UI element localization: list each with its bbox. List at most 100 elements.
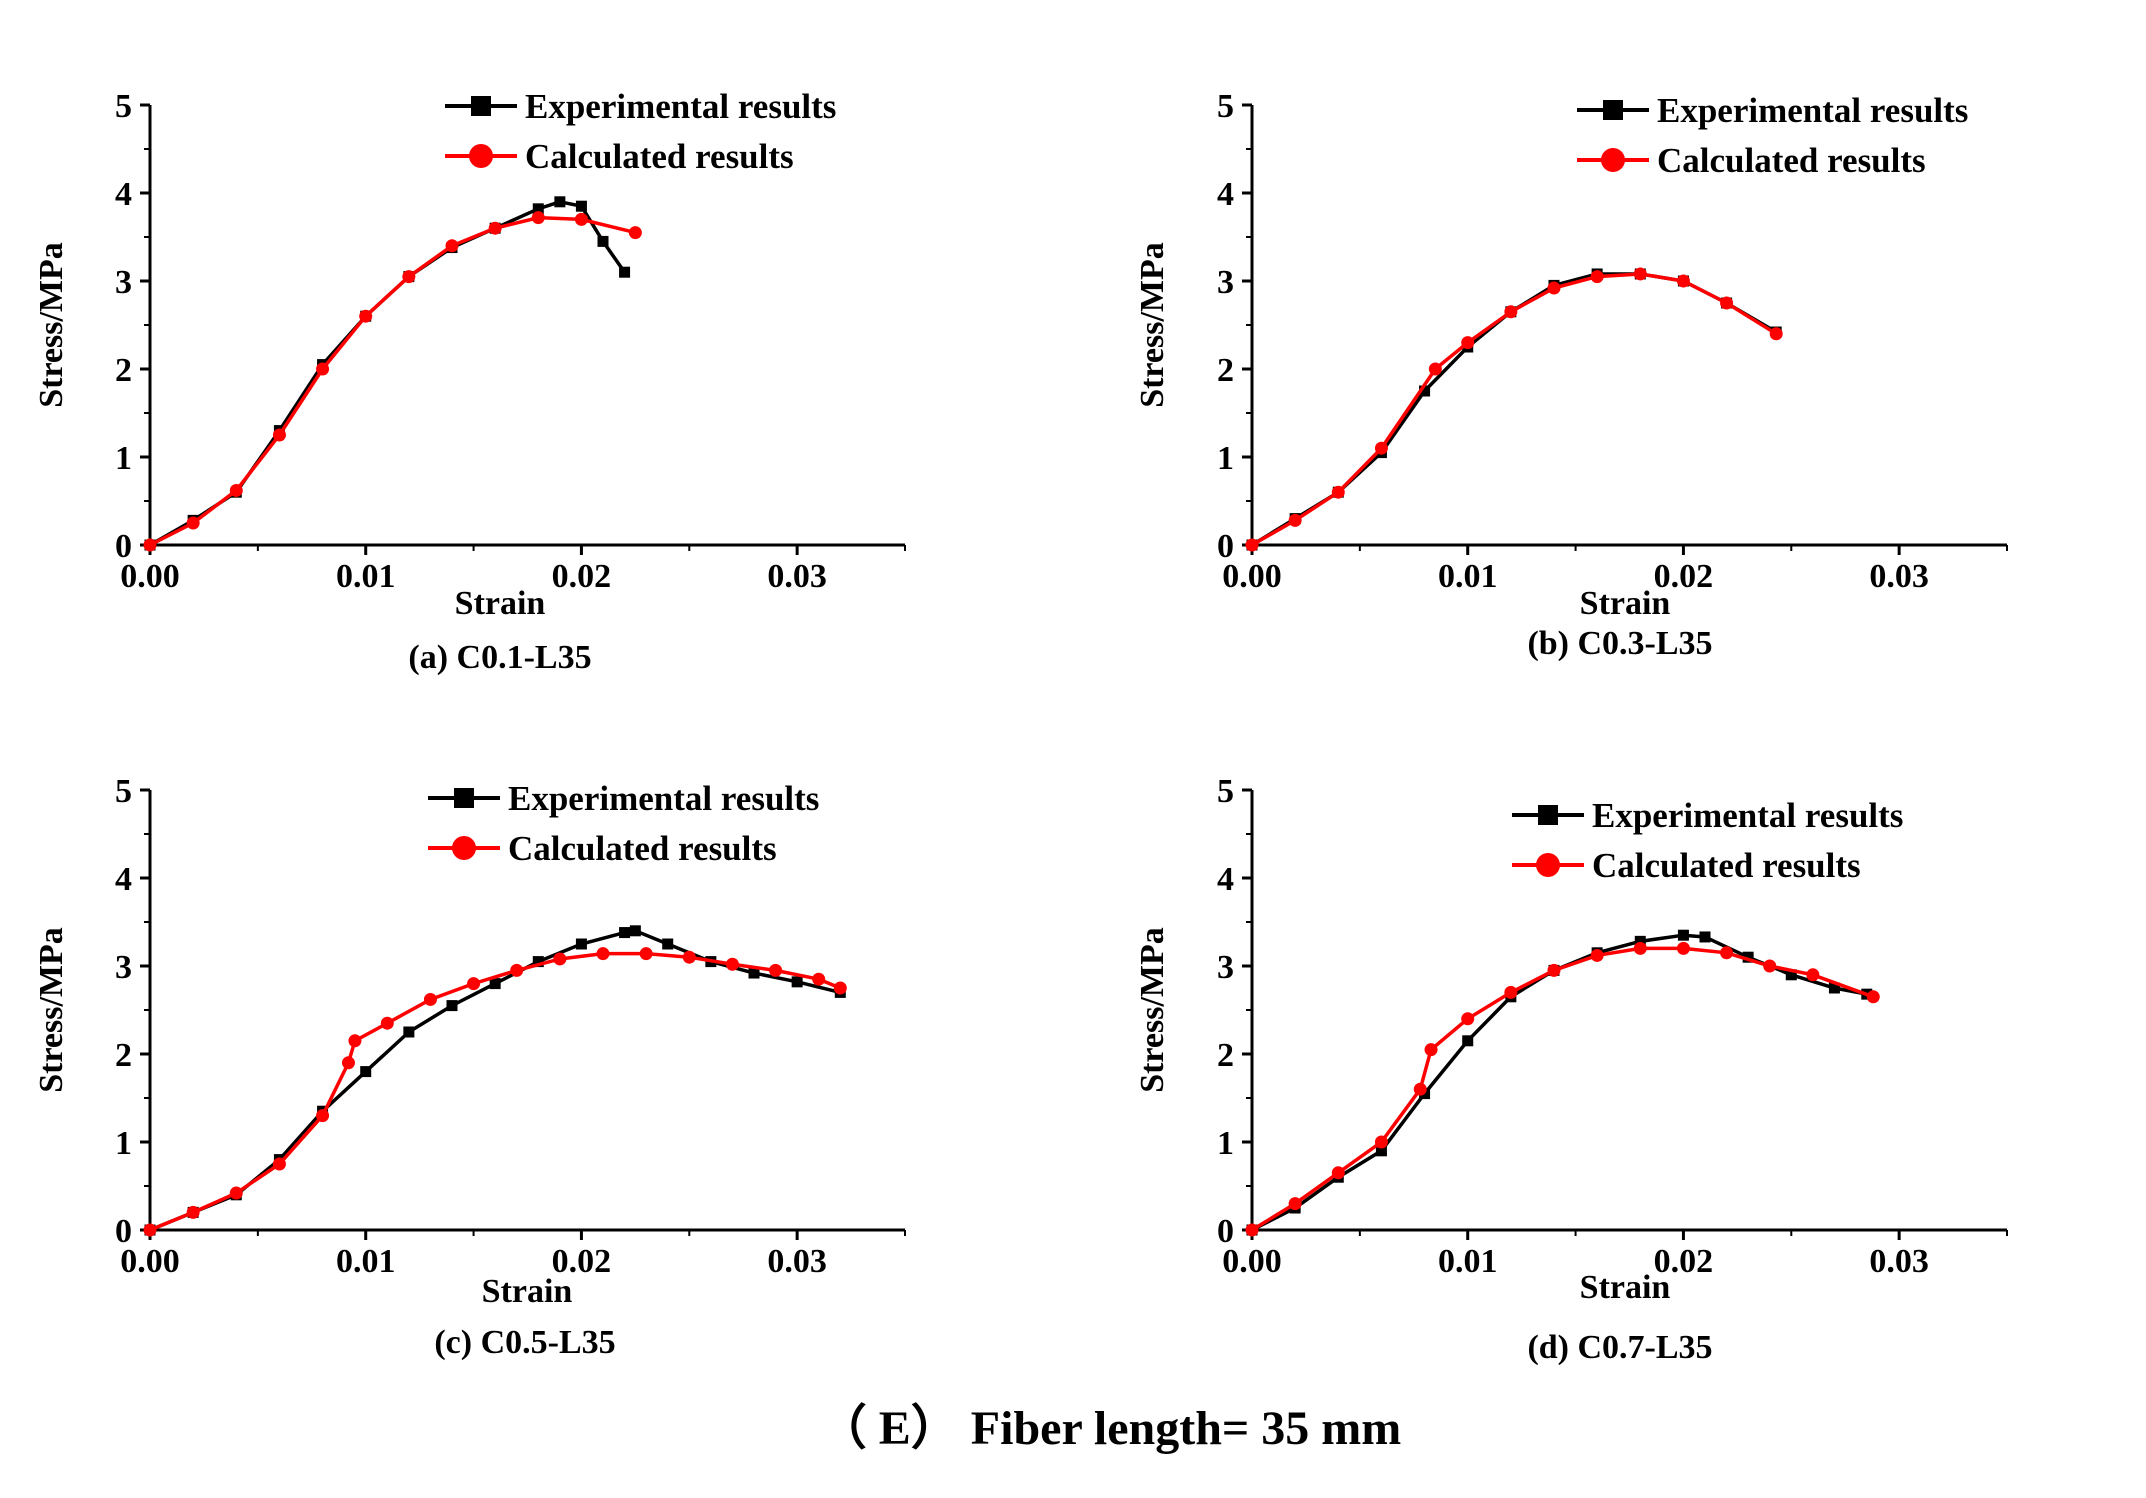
- calculated-point: [341, 1056, 355, 1070]
- x-tick-label: 0.02: [1654, 1243, 1714, 1280]
- calculated-point: [1245, 1223, 1259, 1237]
- calculated-point: [1461, 336, 1475, 350]
- y-axis-title: Stress/MPa: [33, 242, 70, 408]
- y-tick-label: 0: [1217, 1213, 1234, 1250]
- y-tick-label: 0: [1217, 528, 1234, 565]
- x-axis-title: Strain: [482, 1273, 573, 1310]
- experimental-point: [1742, 951, 1754, 963]
- y-tick-label: 3: [115, 264, 132, 301]
- experimental-point: [791, 976, 803, 988]
- calculated-point: [596, 947, 610, 961]
- experimental-point: [1785, 969, 1797, 981]
- legend: Experimental results Calculated results: [428, 779, 819, 868]
- calculated-point: [402, 270, 416, 284]
- calculated-point: [445, 239, 459, 253]
- calculated-point: [812, 972, 826, 986]
- calculated-point: [639, 947, 653, 961]
- experimental-point: [554, 196, 566, 208]
- calculated-point: [272, 1157, 286, 1171]
- calculated-point: [1288, 513, 1302, 527]
- y-tick-label: 1: [1217, 440, 1234, 477]
- calculated-point: [1547, 963, 1561, 977]
- experimental-point: [1375, 1145, 1387, 1157]
- experimental-point: [575, 938, 587, 950]
- calculated-point: [1424, 1043, 1438, 1057]
- y-tick-label: 1: [115, 440, 132, 477]
- calculated-point: [510, 963, 524, 977]
- y-tick-label: 4: [1217, 861, 1234, 898]
- x-axis-title: Strain: [1580, 585, 1671, 622]
- calculated-legend-label: Calculated results: [1592, 846, 1861, 885]
- calculated-point: [1763, 959, 1777, 973]
- calculated-point: [467, 977, 481, 991]
- x-tick-label: 0.01: [1438, 558, 1498, 595]
- calculated-legend-marker: [1601, 148, 1625, 172]
- y-tick-label: 3: [1217, 949, 1234, 986]
- calculated-point: [272, 428, 286, 442]
- calculated-point: [316, 1109, 330, 1123]
- experimental-series-line: [1251, 933, 1868, 1232]
- experimental-legend-marker: [454, 788, 474, 808]
- y-axis-title: Stress/MPa: [1134, 242, 1171, 408]
- x-axis-title: Strain: [1580, 1269, 1671, 1306]
- x-tick-label: 0.03: [767, 1243, 827, 1280]
- x-tick-label: 0.03: [1869, 558, 1929, 595]
- calculated-point: [229, 1186, 243, 1200]
- calculated-point: [423, 992, 437, 1006]
- experimental-point: [662, 938, 674, 950]
- y-tick-label: 0: [115, 528, 132, 565]
- y-tick-label: 5: [115, 773, 132, 810]
- experimental-legend-label: Experimental results: [1592, 796, 1903, 835]
- calculated-point: [833, 981, 847, 995]
- calculated-point: [1590, 270, 1604, 284]
- calculated-point: [1676, 941, 1690, 955]
- panel-caption: (a) C0.1-L35: [408, 639, 591, 676]
- experimental-point: [619, 927, 631, 939]
- experimental-legend-label: Experimental results: [525, 87, 836, 126]
- panel-caption: (d) C0.7-L35: [1527, 1329, 1712, 1366]
- calculated-point: [186, 1205, 200, 1219]
- calculated-series-line: [1251, 946, 1874, 1232]
- y-tick-label: 4: [115, 176, 132, 213]
- experimental-point: [1419, 385, 1431, 397]
- calculated-legend-marker: [1536, 853, 1560, 877]
- experimental-point: [1462, 1035, 1474, 1047]
- panel-caption: (b) C0.3-L35: [1527, 625, 1712, 662]
- experimental-point: [1699, 931, 1711, 943]
- experimental-point: [403, 1026, 415, 1038]
- calculated-point: [628, 226, 642, 240]
- x-tick-label: 0.00: [120, 558, 180, 595]
- calculated-point: [143, 1223, 157, 1237]
- x-tick-label: 0.01: [336, 1243, 396, 1280]
- calculated-point: [1331, 485, 1345, 499]
- y-axis-title: Stress/MPa: [1134, 927, 1171, 1093]
- y-tick-label: 2: [115, 352, 132, 389]
- experimental-point: [575, 200, 587, 212]
- y-tick-label: 3: [1217, 264, 1234, 301]
- y-tick-label: 0: [115, 1213, 132, 1250]
- x-tick-label: 0.01: [1438, 1243, 1498, 1280]
- calculated-point: [531, 211, 545, 225]
- calculated-series-line: [149, 951, 841, 1232]
- calculated-point: [1676, 274, 1690, 288]
- calculated-point: [380, 1016, 394, 1030]
- x-tick-label: 0.00: [120, 1243, 180, 1280]
- experimental-point: [489, 978, 501, 990]
- calculated-point: [1806, 968, 1820, 982]
- x-tick-label: 0.03: [767, 558, 827, 595]
- x-tick-label: 0.03: [1869, 1243, 1929, 1280]
- experimental-legend-label: Experimental results: [1657, 91, 1968, 130]
- chart-panel-2: 0.00 0.01 0.02 0.03 0 1 2 3 4 5 Strain Stress/MPa Ex…: [1134, 88, 2008, 662]
- calculated-point: [1461, 1012, 1475, 1026]
- experimental-legend-marker: [1538, 805, 1558, 825]
- calculated-legend-marker: [469, 144, 493, 168]
- calculated-point: [1769, 327, 1783, 341]
- experimental-point: [597, 235, 609, 247]
- y-tick-label: 2: [1217, 352, 1234, 389]
- y-tick-label: 2: [115, 1037, 132, 1074]
- calculated-series-line: [149, 215, 636, 547]
- calculated-point: [725, 957, 739, 971]
- calculated-point: [1866, 990, 1880, 1004]
- experimental-point: [619, 266, 631, 278]
